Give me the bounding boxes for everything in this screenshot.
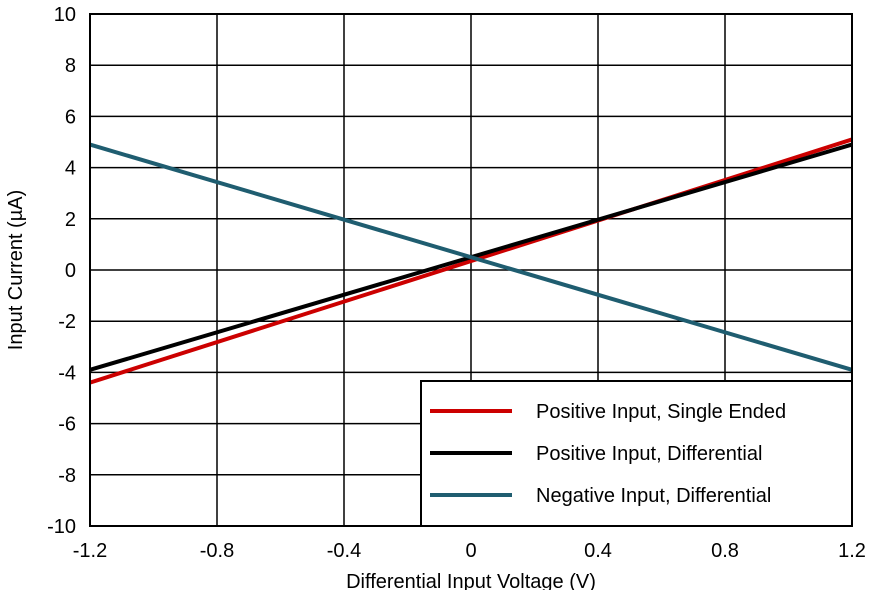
series-lines bbox=[89, 137, 853, 385]
y-tick-label: -6 bbox=[58, 414, 76, 436]
x-axis-label: Differential Input Voltage (V) bbox=[346, 571, 596, 590]
x-tick-label: -0.8 bbox=[200, 540, 234, 562]
y-tick-label: -2 bbox=[58, 311, 76, 333]
y-tick-label: -10 bbox=[47, 516, 76, 538]
y-axis-label: Input Current (µA) bbox=[5, 190, 27, 350]
y-tick-label: 8 bbox=[65, 55, 76, 77]
y-tick-label: 4 bbox=[65, 158, 76, 180]
x-tick-label: -0.4 bbox=[327, 540, 361, 562]
x-tick-label: 0.4 bbox=[584, 540, 612, 562]
y-tick-label: 10 bbox=[54, 4, 76, 26]
legend: Positive Input, Single Ended Positive Inp… bbox=[420, 380, 853, 527]
x-tick-label: 0.8 bbox=[711, 540, 739, 562]
y-tick-label: -8 bbox=[58, 465, 76, 487]
series-line-1 bbox=[89, 137, 853, 385]
x-tick-label: 1.2 bbox=[838, 540, 866, 562]
y-tick-labels: 10 8 6 4 2 0 -2 -4 -6 -8 -10 bbox=[47, 4, 76, 538]
legend-label: Positive Input, Single Ended bbox=[536, 401, 786, 423]
legend-label: Positive Input, Differential bbox=[536, 443, 762, 465]
y-tick-label: -4 bbox=[58, 362, 76, 384]
series-line-3 bbox=[89, 142, 853, 372]
y-tick-label: 6 bbox=[65, 106, 76, 128]
x-tick-label: -1.2 bbox=[73, 540, 107, 562]
y-tick-label: 0 bbox=[65, 260, 76, 282]
legend-label: Negative Input, Differential bbox=[536, 485, 771, 507]
x-tick-label: 0 bbox=[465, 540, 476, 562]
y-tick-label: 2 bbox=[65, 209, 76, 231]
x-tick-labels: -1.2 -0.8 -0.4 0 0.4 0.8 1.2 bbox=[73, 540, 866, 562]
